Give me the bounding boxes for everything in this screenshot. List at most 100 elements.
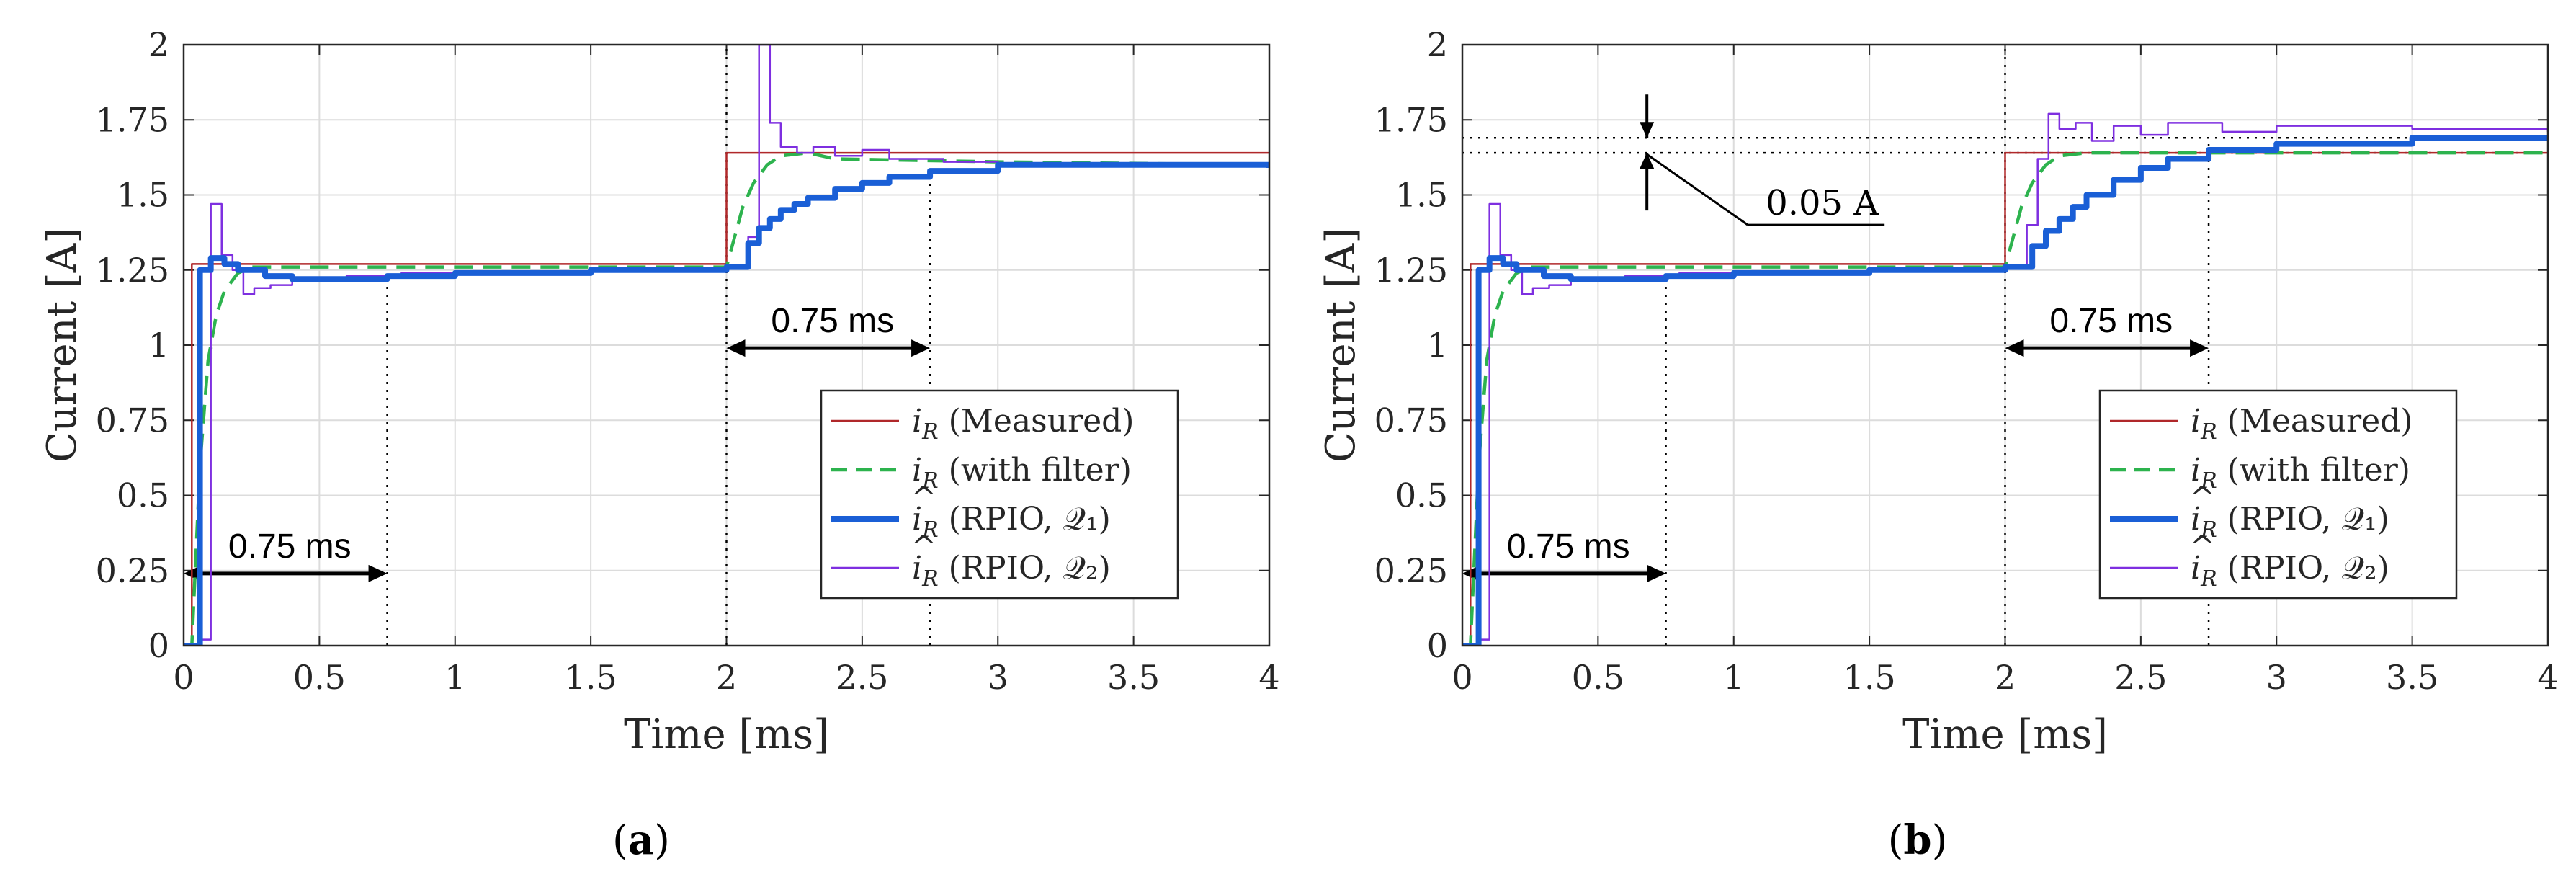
legend-label: iR (RPIO, 𝒬₁) bbox=[2191, 501, 2389, 543]
arrow-head-right bbox=[1647, 564, 1666, 582]
y-tick-label: 0.5 bbox=[117, 476, 169, 515]
x-tick-label: 2.5 bbox=[2114, 658, 2167, 697]
plot-frame bbox=[182, 43, 1271, 647]
y-tick-label: 1.5 bbox=[1395, 176, 1448, 215]
legend-box bbox=[2098, 389, 2458, 600]
x-tick-label: 1 bbox=[1723, 658, 1744, 697]
y-tick-label: 1.75 bbox=[1374, 100, 1448, 139]
x-tick-label: 3.5 bbox=[1107, 658, 1160, 697]
series-line-filter bbox=[1462, 151, 2548, 646]
y-axis-label: Current [A] bbox=[39, 228, 86, 463]
plot-frame bbox=[1461, 43, 2549, 647]
legend-hat: ^ bbox=[2189, 529, 2216, 566]
legend: iR (Measured)iR (with filter)iR (RPIO, 𝒬… bbox=[820, 389, 1179, 600]
legend-label: iR (RPIO, 𝒬₂) bbox=[912, 550, 1111, 592]
caption-letter: b bbox=[1903, 816, 1931, 864]
legend-subscript: R bbox=[2200, 468, 2217, 494]
legend-symbol: i bbox=[2191, 501, 2201, 538]
arrow-label: 0.75 ms bbox=[228, 527, 352, 566]
panel-caption: (a) bbox=[612, 816, 670, 864]
legend-label: iR (with filter) bbox=[2191, 452, 2410, 494]
legend-label: iR (Measured) bbox=[2191, 403, 2412, 445]
x-tick-label: 0.5 bbox=[1572, 658, 1624, 697]
gap-arrow-bottom-head bbox=[1640, 153, 1655, 169]
x-tick-label: 4 bbox=[1258, 658, 1279, 697]
arrow-head-right bbox=[2190, 339, 2209, 357]
legend-label: iR (with filter) bbox=[912, 452, 1132, 494]
y-tick-label: 0.75 bbox=[1374, 401, 1448, 440]
legend-description: (RPIO, 𝒬₁) bbox=[2217, 501, 2389, 538]
caption-letter: a bbox=[628, 816, 654, 864]
series-group bbox=[184, 45, 1269, 646]
x-tick-label: 3 bbox=[988, 658, 1009, 697]
gap-leader-diag bbox=[1646, 153, 1749, 226]
y-tick-label: 1.5 bbox=[117, 176, 169, 215]
panel-caption: (b) bbox=[1888, 816, 1948, 864]
arrow-head-right bbox=[911, 339, 931, 357]
y-tick-label: 0.25 bbox=[96, 551, 169, 590]
arrow-label: 0.75 ms bbox=[2049, 302, 2173, 340]
x-tick-label: 0.5 bbox=[293, 658, 346, 697]
legend-symbol: i bbox=[912, 403, 922, 440]
legend-description: (RPIO, 𝒬₂) bbox=[2217, 550, 2389, 587]
y-tick-label: 2 bbox=[148, 25, 169, 64]
legend-description: (with filter) bbox=[2217, 452, 2410, 489]
legend-subscript: R bbox=[2200, 517, 2217, 543]
legend-symbol: i bbox=[912, 452, 922, 489]
x-axis-label: Time [ms] bbox=[624, 711, 829, 758]
series-line-measured bbox=[184, 151, 1269, 646]
series-group bbox=[1462, 112, 2548, 646]
legend-box bbox=[820, 389, 1179, 600]
y-tick-label: 0.25 bbox=[1374, 551, 1448, 590]
chart-panel-b: 0 0.5 1 1.5 2 2.5 3 3.5 4 0 0.25 0.5 0.75 1 1.25 1.5 1.7… bbox=[1318, 25, 2559, 864]
legend-subscript: R bbox=[921, 566, 939, 592]
legend-subscript: R bbox=[2200, 419, 2217, 445]
arrow-head-left bbox=[2005, 339, 2024, 357]
x-axis-label: Time [ms] bbox=[1902, 711, 2108, 758]
y-tick-label: 1 bbox=[148, 326, 169, 365]
legend-hat: ^ bbox=[911, 529, 937, 566]
legend-symbol: i bbox=[2191, 550, 2201, 587]
caption-open-paren: ( bbox=[612, 817, 628, 864]
annotations: 0.75 ms 0.75 ms bbox=[184, 45, 931, 646]
series-line-rpio_q1 bbox=[1462, 135, 2548, 646]
x-tick-label: 3 bbox=[2266, 658, 2287, 697]
x-tick-label: 2.5 bbox=[836, 658, 888, 697]
arrow-head-left bbox=[726, 339, 746, 357]
legend-symbol: i bbox=[912, 501, 922, 538]
legend-description: (Measured) bbox=[2217, 403, 2413, 440]
arrow-label: 0.75 ms bbox=[771, 302, 894, 340]
y-tick-label: 1 bbox=[1427, 326, 1448, 365]
legend-symbol: i bbox=[912, 550, 922, 587]
legend: iR (Measured)iR (with filter)iR (RPIO, 𝒬… bbox=[2098, 389, 2458, 600]
y-tick-label: 1.25 bbox=[96, 251, 169, 290]
y-tick-label: 0 bbox=[148, 626, 169, 665]
caption-open-paren: ( bbox=[1888, 817, 1904, 864]
x-tick-label: 1.5 bbox=[1843, 658, 1896, 697]
gap-arrow-top-head bbox=[1640, 122, 1655, 138]
legend-subscript: R bbox=[921, 517, 939, 543]
y-tick-label: 0 bbox=[1427, 626, 1448, 665]
legend-description: (Measured) bbox=[939, 403, 1135, 440]
x-tick-label: 0 bbox=[173, 658, 194, 697]
legend-symbol: i bbox=[2191, 452, 2201, 489]
legend-hat: ^ bbox=[911, 480, 937, 517]
arrow-label: 0.75 ms bbox=[1507, 527, 1630, 566]
legend-label: iR (RPIO, 𝒬₂) bbox=[2191, 550, 2389, 592]
series-line-rpio_q1 bbox=[184, 161, 1269, 646]
x-tick-label: 1.5 bbox=[565, 658, 617, 697]
y-tick-label: 0.75 bbox=[96, 401, 169, 440]
legend-description: (with filter) bbox=[939, 452, 1132, 489]
legend-subscript: R bbox=[2200, 566, 2217, 592]
legend-description: (RPIO, 𝒬₂) bbox=[939, 550, 1111, 587]
y-axis-label: Current [A] bbox=[1318, 228, 1364, 463]
legend-subscript: R bbox=[921, 468, 939, 494]
x-tick-label: 1 bbox=[444, 658, 465, 697]
chart-panel-a: 0 0.5 1 1.5 2 2.5 3 3.5 4 0 0.25 0.5 0.75 1 1.25 1.5 1.7… bbox=[39, 25, 1280, 864]
y-tick-label: 1.75 bbox=[96, 100, 169, 139]
legend-hat: ^ bbox=[2189, 480, 2216, 517]
x-tick-label: 0 bbox=[1452, 658, 1472, 697]
legend-subscript: R bbox=[921, 419, 939, 445]
x-tick-label: 4 bbox=[2537, 658, 2558, 697]
